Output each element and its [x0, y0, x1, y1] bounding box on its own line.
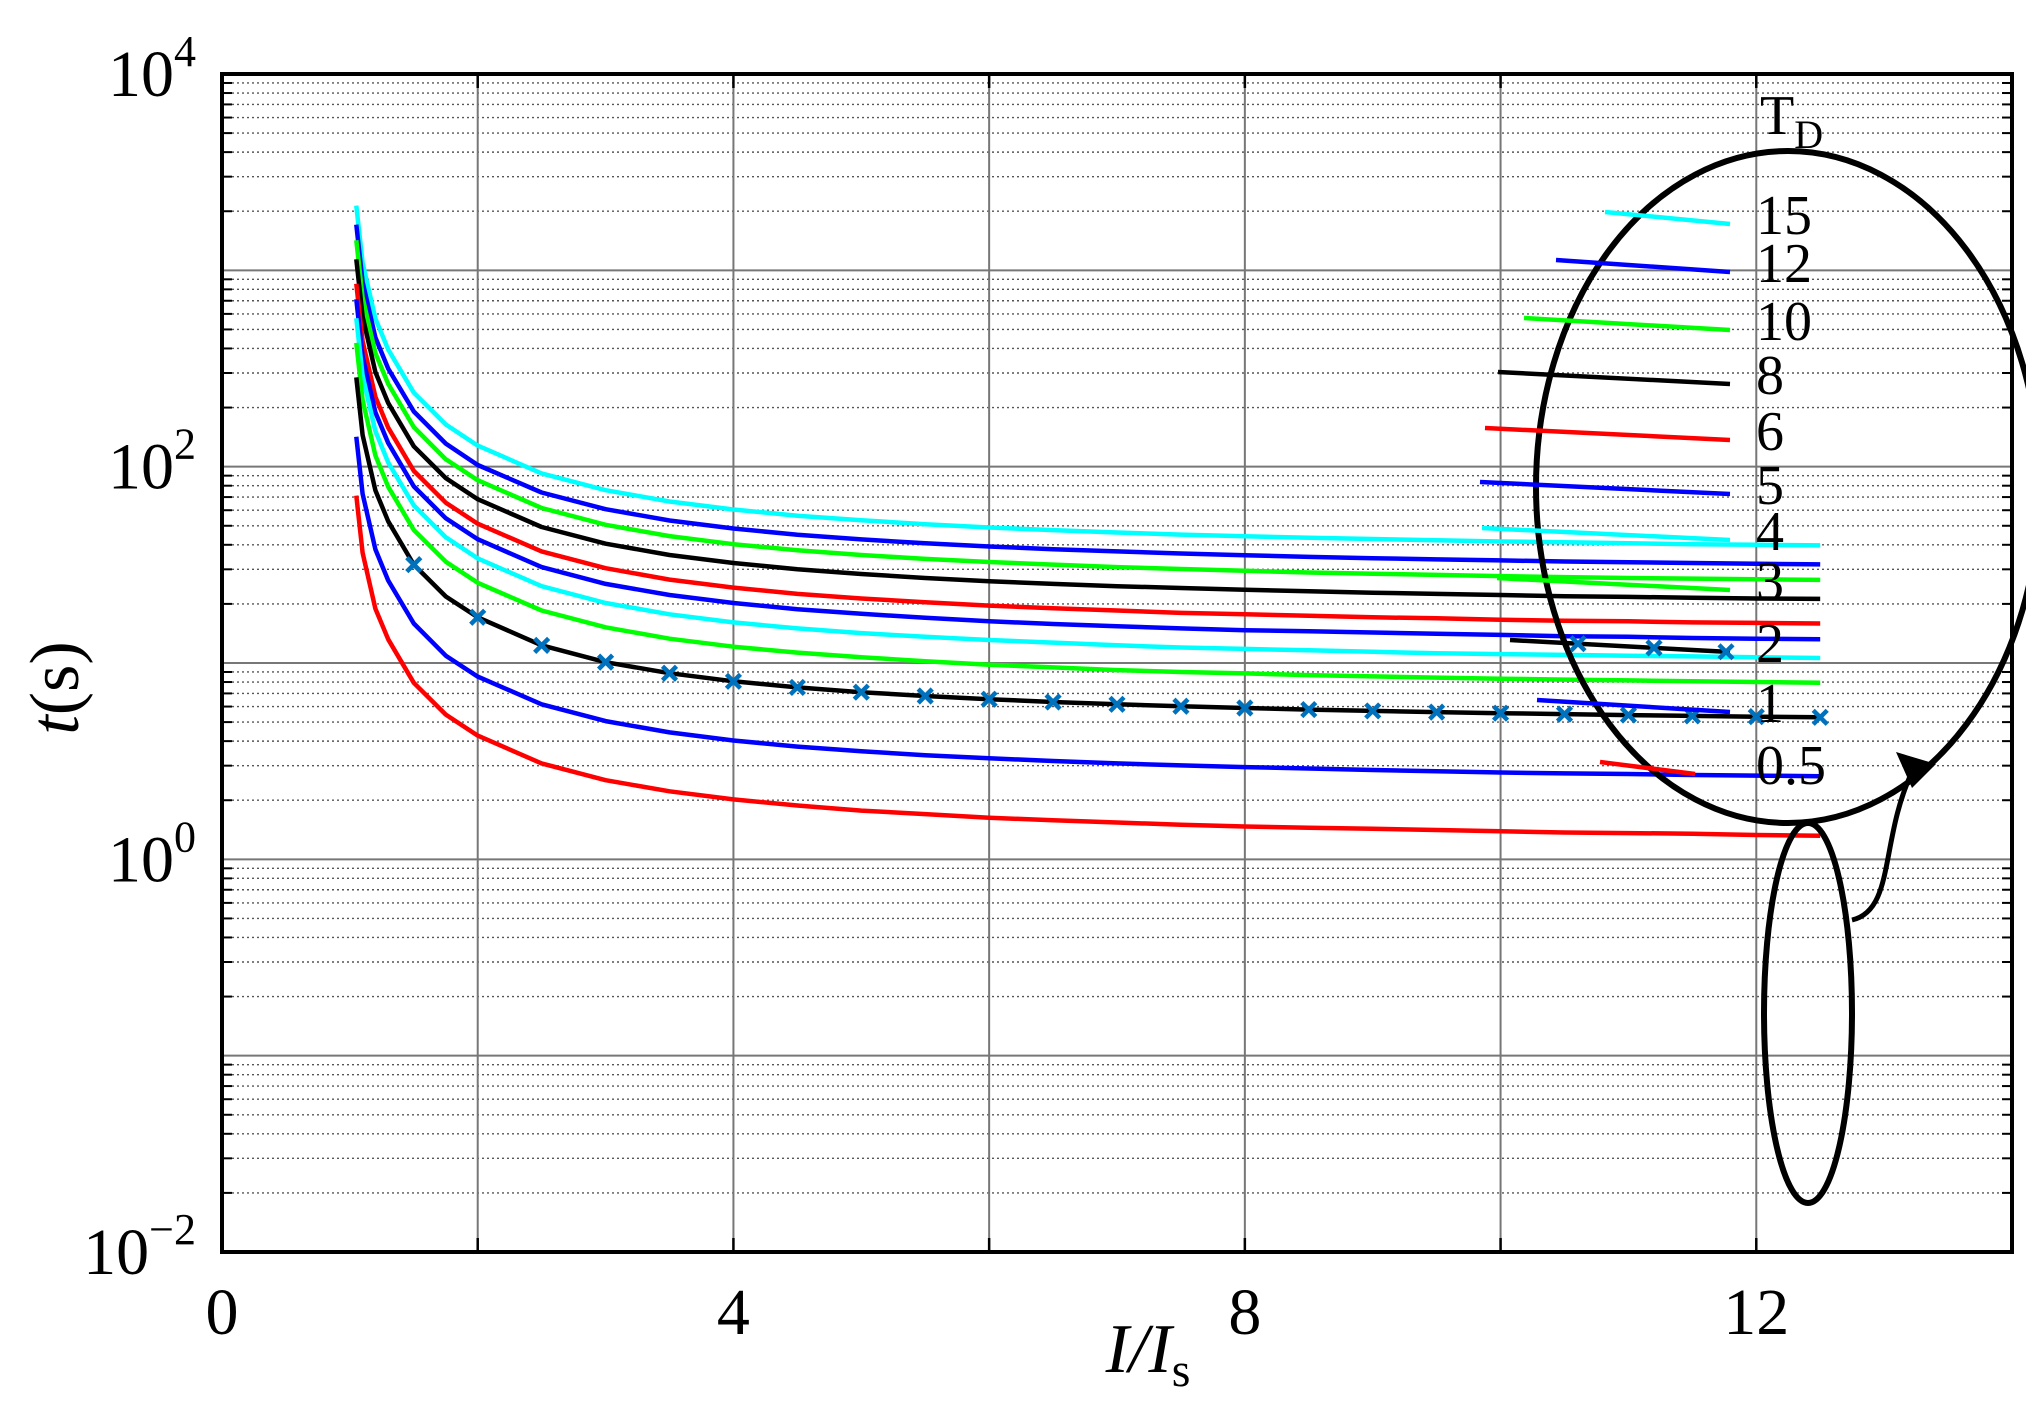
x-axis-title: I/Is — [1105, 1311, 1191, 1397]
series-line-1 — [354, 436, 1821, 779]
x-tick-label: 0 — [206, 1276, 239, 1349]
series-line-6 — [354, 283, 1821, 626]
legend-swatch-4 — [1481, 525, 1731, 543]
major-gridlines — [222, 74, 2012, 1252]
y-axis-title: t(s) — [17, 641, 94, 734]
series-line-4 — [354, 318, 1821, 661]
series-marker — [1555, 705, 1574, 723]
series-marker — [1172, 697, 1190, 715]
minor-gridlines — [222, 82, 2012, 1194]
legend-label-8: 8 — [1756, 345, 1784, 407]
series-marker — [980, 690, 998, 708]
series-marker — [1364, 702, 1382, 720]
series-marker — [1491, 704, 1510, 722]
x-tick-label: 12 — [1723, 1276, 1789, 1349]
y-tick-exponent: 2 — [174, 420, 196, 469]
axes-box — [220, 72, 2014, 1254]
legend-swatch-1 — [1536, 697, 1731, 715]
series-marker — [1236, 699, 1254, 717]
series-line-8 — [354, 258, 1821, 602]
axis-ticks — [220, 74, 2014, 1252]
legend-label-15: 15 — [1756, 185, 1812, 247]
series-line-2 — [354, 377, 1821, 720]
legend-marker — [1569, 635, 1587, 653]
series-lines — [354, 205, 1821, 838]
y-tick-label: 102 — [108, 420, 196, 504]
series-marker — [660, 664, 679, 682]
legend-swatch-5 — [1479, 479, 1731, 497]
legend-title: TD — [1760, 85, 1823, 157]
legend-swatch-12 — [1555, 257, 1731, 275]
y-tick-exponent: 0 — [174, 812, 196, 861]
y-tick-base: 10 — [108, 431, 174, 504]
axes-frame — [220, 72, 2014, 1254]
legend-label-5: 5 — [1756, 455, 1784, 517]
legend-swatch-8 — [1497, 369, 1731, 387]
legend-swatch-10 — [1523, 315, 1731, 333]
legend-label-6: 6 — [1756, 401, 1784, 463]
series-line-5 — [354, 299, 1821, 642]
legend-swatch-2 — [1509, 637, 1731, 655]
series-marker — [852, 683, 870, 701]
series-marker — [724, 672, 743, 690]
series-line-15 — [354, 205, 1821, 548]
zoom-arrowhead-icon — [1896, 752, 1936, 788]
series-marker — [533, 636, 551, 654]
legend-label-3: 3 — [1756, 551, 1784, 613]
legend-marker — [1645, 639, 1663, 657]
y-tick-base: 10 — [83, 1216, 149, 1289]
y-tick-label: 104 — [108, 27, 196, 111]
series-marker — [405, 556, 423, 574]
series-marker — [596, 653, 615, 671]
legend-label-4: 4 — [1756, 501, 1784, 563]
series-line-12 — [354, 224, 1821, 567]
legend-swatch-15 — [1604, 209, 1731, 227]
series-markers — [405, 556, 1829, 726]
legend-swatch-6 — [1484, 425, 1731, 443]
zoom-arrow — [1851, 770, 1915, 923]
series-marker — [1619, 706, 1638, 724]
y-tick-base: 10 — [108, 823, 174, 896]
y-tick-exponent: 4 — [174, 27, 196, 76]
legend-label-10: 10 — [1756, 291, 1812, 353]
zoom-annotation — [1761, 752, 1936, 1206]
legend-label-2: 2 — [1756, 613, 1784, 675]
series-marker — [1428, 703, 1446, 721]
y-tick-label: 100 — [108, 812, 196, 896]
x-tick-label: 8 — [1228, 1276, 1261, 1349]
series-marker — [1044, 693, 1062, 711]
legend-label-1: 1 — [1756, 673, 1784, 735]
legend-label-0.5: 0.5 — [1756, 735, 1826, 797]
series-marker — [1811, 708, 1829, 726]
legend-marker — [1717, 643, 1735, 661]
series-marker — [1300, 701, 1318, 719]
series-line-0.5 — [354, 495, 1821, 838]
legend-label-12: 12 — [1756, 233, 1812, 295]
y-tick-label: 10−2 — [83, 1205, 196, 1289]
series-marker — [469, 608, 487, 626]
y-tick-exponent: −2 — [149, 1205, 196, 1254]
x-tick-label: 4 — [717, 1276, 750, 1349]
series-marker — [788, 678, 806, 697]
zoom-ellipse — [1761, 820, 1855, 1206]
series-marker — [1108, 695, 1126, 713]
legend-swatch-3 — [1496, 575, 1731, 593]
series-marker — [916, 687, 934, 705]
series-marker — [1747, 708, 1765, 726]
series-line-10 — [354, 239, 1821, 583]
legend-swatch-0.5 — [1599, 759, 1696, 777]
series-line-3 — [354, 342, 1821, 685]
y-tick-base: 10 — [108, 38, 174, 111]
legend-ellipse — [1533, 148, 2026, 826]
